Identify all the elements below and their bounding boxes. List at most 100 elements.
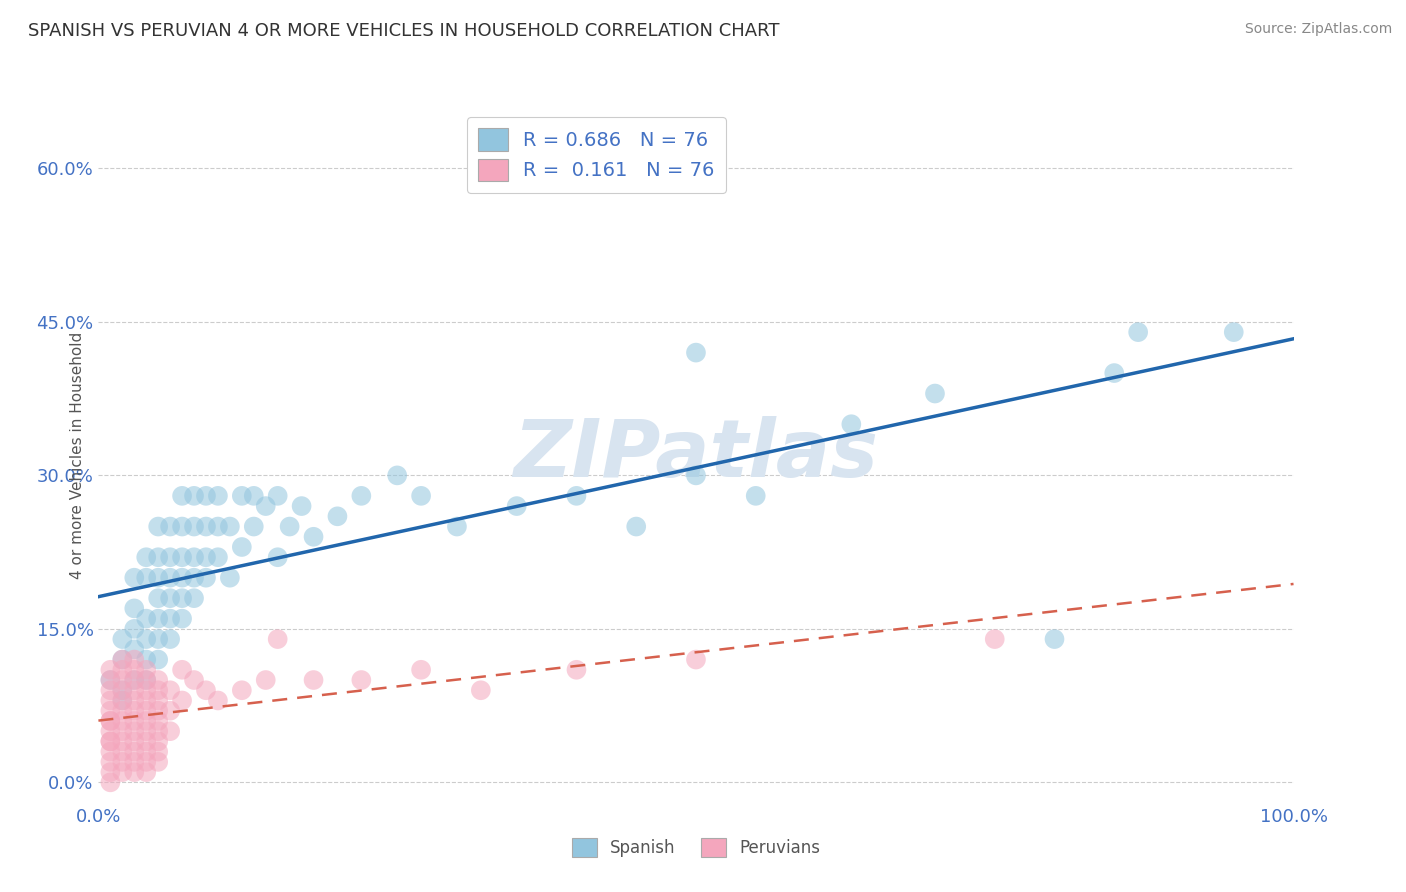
Point — [159, 550, 181, 565]
Point — [148, 612, 170, 626]
Point — [111, 745, 134, 759]
Point — [194, 550, 218, 565]
Point — [183, 550, 205, 565]
Point — [267, 550, 290, 565]
Point — [135, 704, 157, 718]
Point — [111, 765, 134, 780]
Point — [231, 489, 253, 503]
Point — [626, 519, 648, 533]
Point — [124, 755, 146, 769]
Point — [148, 519, 170, 533]
Point — [183, 519, 205, 533]
Point — [291, 499, 314, 513]
Point — [231, 683, 253, 698]
Point — [302, 673, 325, 687]
Point — [148, 591, 170, 606]
Point — [111, 683, 134, 698]
Point — [254, 673, 277, 687]
Point — [148, 724, 170, 739]
Point — [135, 673, 157, 687]
Point — [172, 591, 194, 606]
Point — [183, 591, 205, 606]
Point — [135, 652, 157, 666]
Point — [243, 489, 266, 503]
Point — [148, 704, 170, 718]
Point — [148, 652, 170, 666]
Point — [135, 673, 157, 687]
Point — [124, 673, 146, 687]
Point — [124, 601, 146, 615]
Point — [685, 345, 707, 359]
Point — [159, 571, 181, 585]
Point — [194, 489, 218, 503]
Point — [111, 673, 134, 687]
Point — [231, 540, 253, 554]
Point — [183, 673, 205, 687]
Text: Source: ZipAtlas.com: Source: ZipAtlas.com — [1244, 22, 1392, 37]
Point — [98, 724, 122, 739]
Point — [172, 489, 194, 503]
Point — [98, 693, 122, 707]
Point — [159, 704, 181, 718]
Point — [148, 714, 170, 728]
Point — [565, 663, 588, 677]
Point — [267, 489, 290, 503]
Point — [111, 683, 134, 698]
Point — [98, 734, 122, 748]
Point — [1128, 325, 1150, 339]
Point — [148, 550, 170, 565]
Point — [685, 468, 707, 483]
Point — [98, 775, 122, 789]
Point — [124, 724, 146, 739]
Point — [159, 724, 181, 739]
Point — [385, 468, 409, 483]
Point — [98, 734, 122, 748]
Point — [302, 530, 325, 544]
Point — [98, 755, 122, 769]
Point — [219, 571, 242, 585]
Point — [565, 489, 588, 503]
Point — [135, 755, 157, 769]
Point — [111, 755, 134, 769]
Point — [135, 612, 157, 626]
Point — [98, 714, 122, 728]
Point — [148, 693, 170, 707]
Point — [207, 693, 229, 707]
Point — [111, 714, 134, 728]
Point — [111, 724, 134, 739]
Point — [135, 693, 157, 707]
Point — [446, 519, 468, 533]
Point — [98, 673, 122, 687]
Point — [111, 693, 134, 707]
Point — [135, 550, 157, 565]
Point — [745, 489, 768, 503]
Point — [219, 519, 242, 533]
Point — [124, 652, 146, 666]
Point — [135, 683, 157, 698]
Point — [124, 745, 146, 759]
Point — [984, 632, 1007, 646]
Point — [98, 714, 122, 728]
Point — [326, 509, 349, 524]
Point — [506, 499, 529, 513]
Legend: Spanish, Peruvians: Spanish, Peruvians — [565, 831, 827, 864]
Point — [172, 612, 194, 626]
Point — [159, 591, 181, 606]
Point — [172, 519, 194, 533]
Point — [135, 745, 157, 759]
Point — [135, 765, 157, 780]
Point — [98, 673, 122, 687]
Point — [111, 652, 134, 666]
Point — [172, 663, 194, 677]
Point — [124, 765, 146, 780]
Point — [470, 683, 492, 698]
Point — [124, 622, 146, 636]
Point — [124, 663, 146, 677]
Point — [685, 652, 707, 666]
Point — [194, 683, 218, 698]
Point — [159, 683, 181, 698]
Point — [148, 632, 170, 646]
Point — [111, 663, 134, 677]
Point — [207, 550, 229, 565]
Point — [124, 734, 146, 748]
